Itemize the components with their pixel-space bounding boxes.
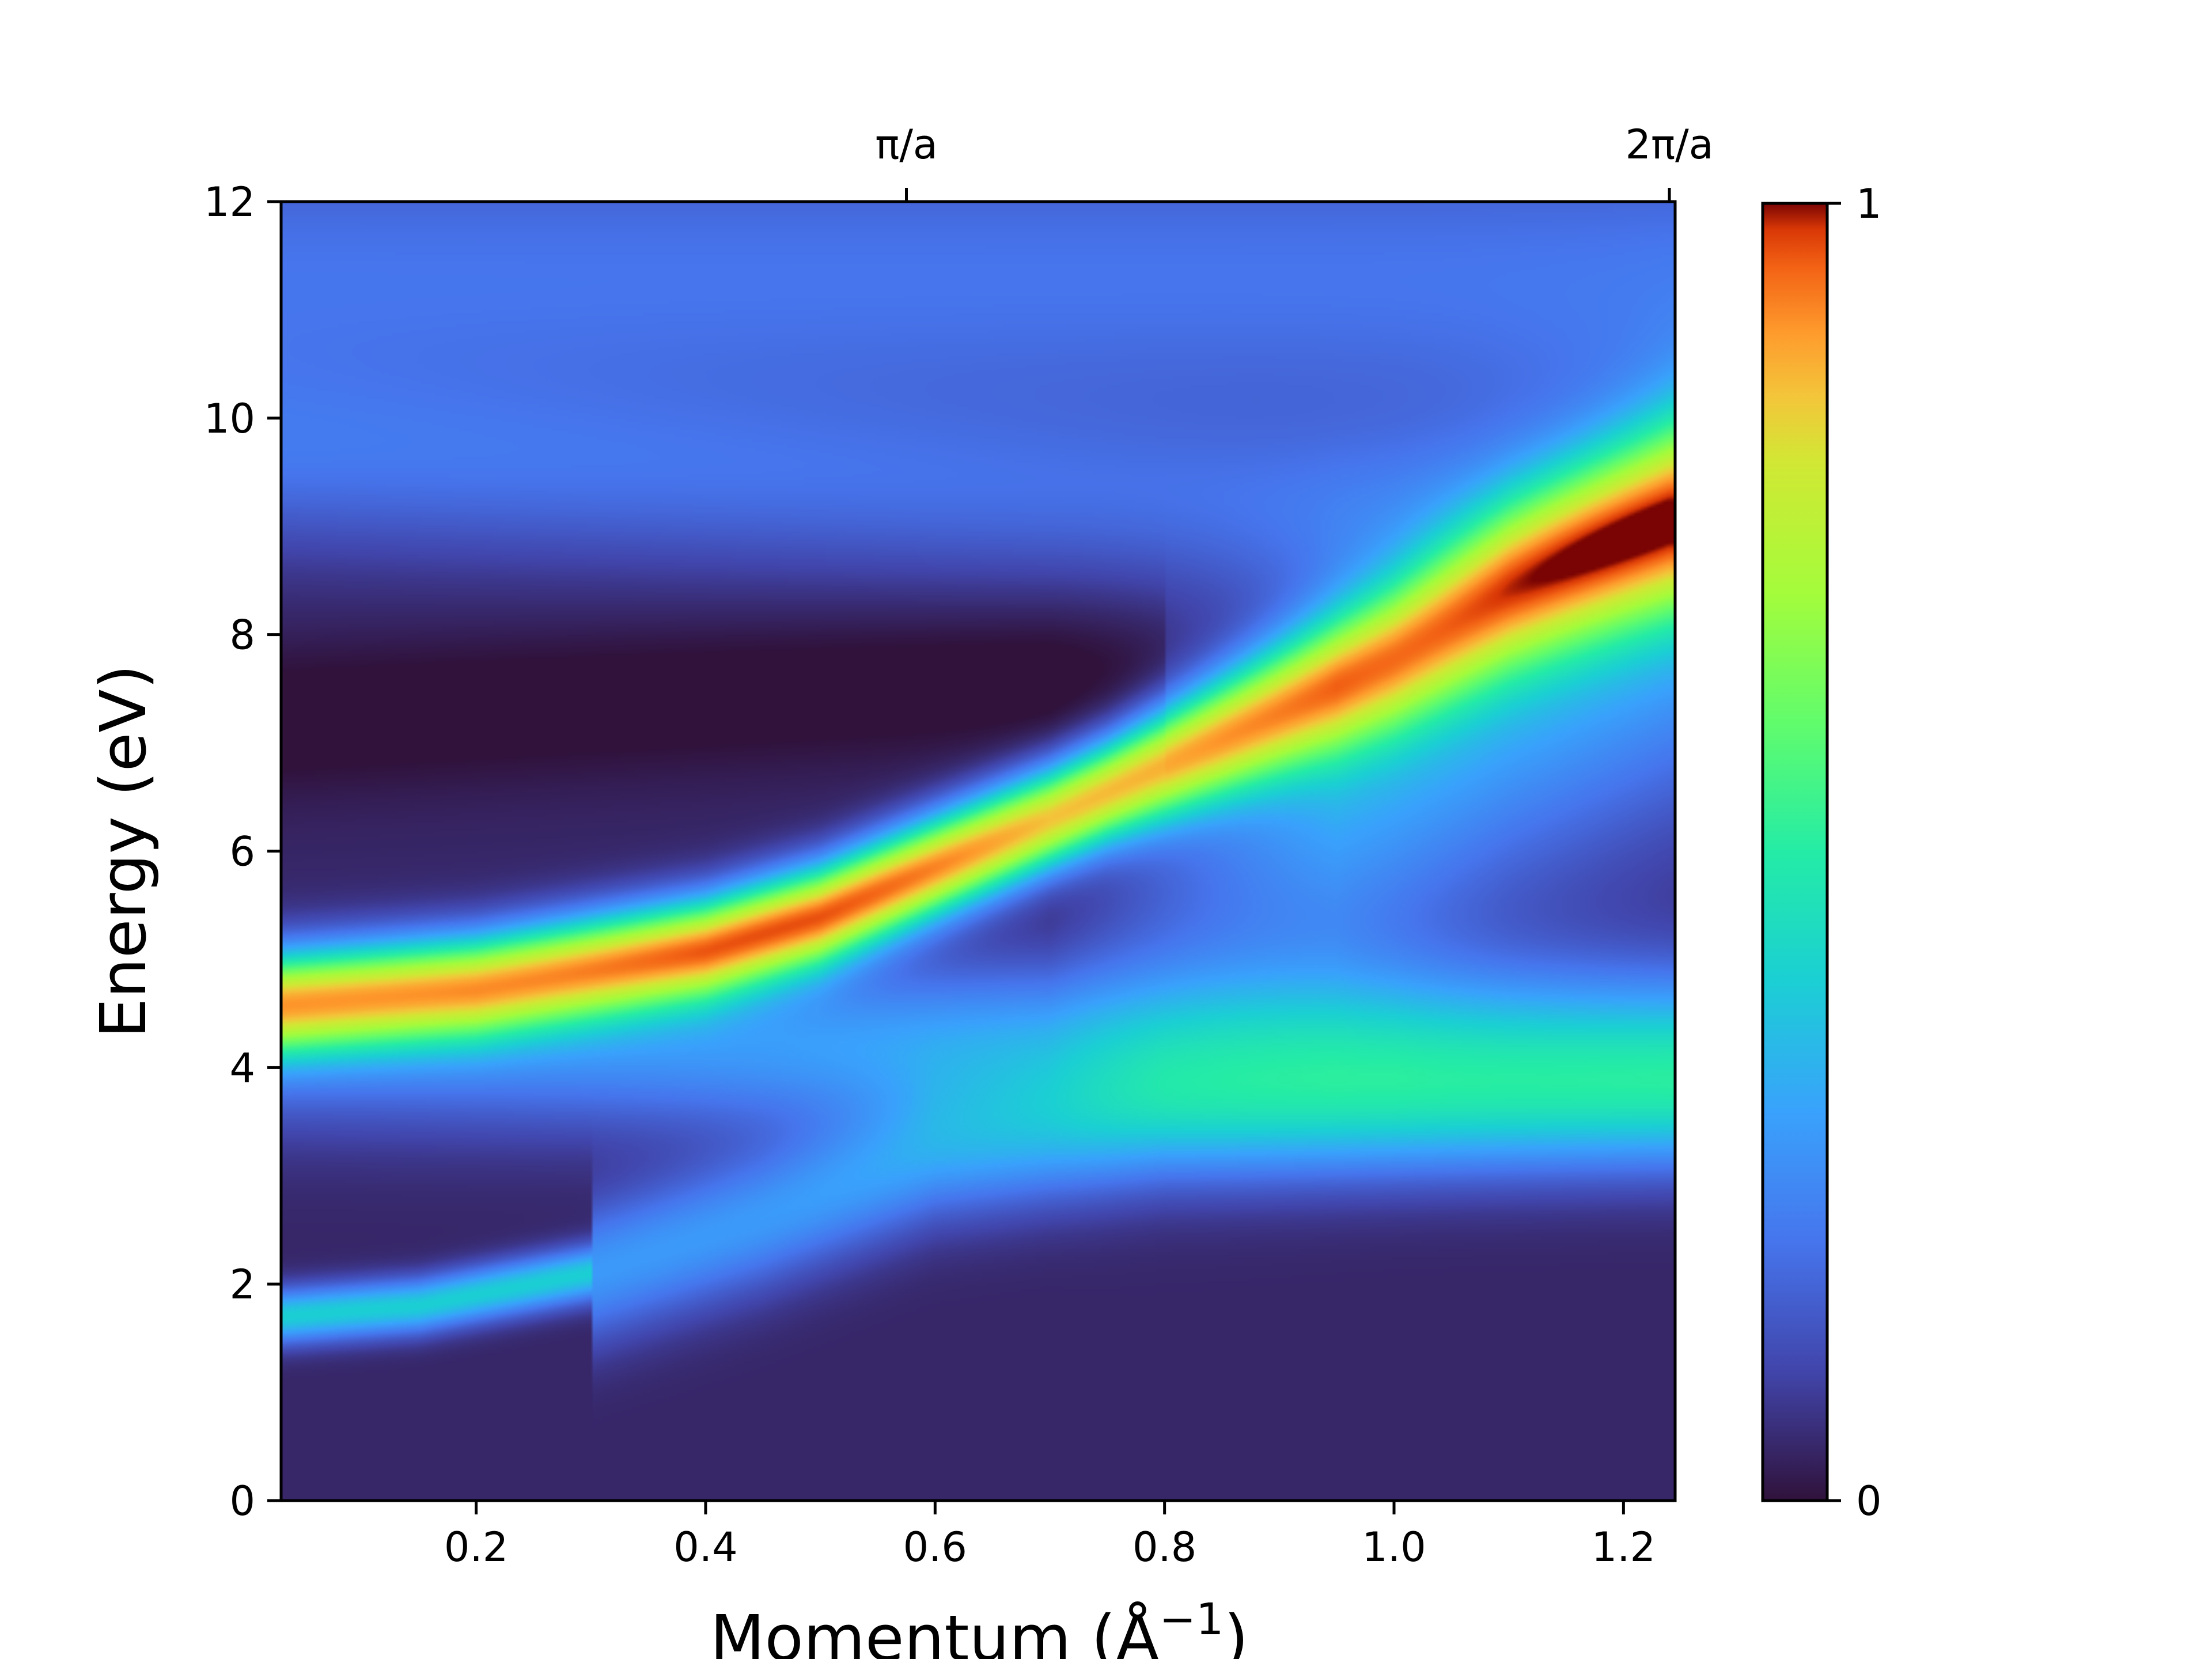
colorbar-tick-label: 1 bbox=[1856, 180, 1882, 228]
top-tick-label: 2π/a bbox=[1625, 121, 1713, 168]
x-tick-label: 0.8 bbox=[1132, 1524, 1196, 1571]
y-tick-label: 8 bbox=[229, 612, 255, 659]
y-tick-label: 4 bbox=[229, 1044, 255, 1092]
top-tick-label: π/a bbox=[875, 121, 938, 168]
colorbar-ticks: 01 bbox=[1827, 180, 1882, 1525]
y-tick-label: 10 bbox=[204, 395, 255, 442]
y-axis-ticks: 0 2 4 6 8 10 12 bbox=[204, 179, 281, 1525]
y-tick-label: 6 bbox=[229, 828, 255, 876]
colorbar: 01 bbox=[1761, 180, 1882, 1525]
colorbar-tick-label: 0 bbox=[1856, 1478, 1882, 1525]
x-tick-label: 0.4 bbox=[673, 1524, 737, 1571]
y-axis-label: Energy (eV) bbox=[86, 665, 160, 1039]
x-axis-label: Momentum (Å−1) bbox=[710, 1593, 1249, 1659]
x-tick-label: 1.0 bbox=[1362, 1524, 1426, 1571]
y-tick-label: 0 bbox=[229, 1478, 255, 1525]
plot-area bbox=[279, 200, 1677, 1502]
x-axis-label-superscript: −1 bbox=[1159, 1593, 1224, 1645]
x-tick-label: 0.6 bbox=[903, 1524, 967, 1571]
top-axis-ticks: π/a 2π/a bbox=[875, 121, 1714, 202]
y-tick-label: 2 bbox=[229, 1261, 255, 1308]
y-tick-label: 12 bbox=[204, 179, 255, 226]
x-tick-label: 1.2 bbox=[1592, 1524, 1656, 1571]
colorbar-bar bbox=[1763, 203, 1827, 1501]
x-axis-ticks: 0.2 0.4 0.6 0.8 1.0 1.2 bbox=[444, 1501, 1656, 1571]
colorbar-frame bbox=[1761, 202, 1829, 1502]
x-tick-label: 0.2 bbox=[444, 1524, 508, 1571]
heatmap-image bbox=[281, 202, 1675, 1501]
